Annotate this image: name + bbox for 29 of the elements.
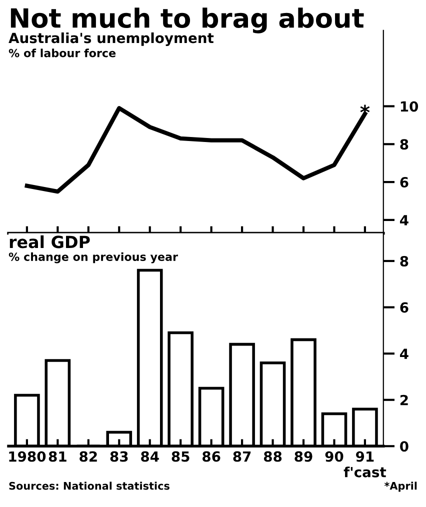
chart-title: real GDP bbox=[10, 235, 90, 248]
y-tick-label: 10 bbox=[400, 101, 418, 112]
x-tick-label: 87 bbox=[233, 451, 251, 462]
y-axis-title: % change on previous year bbox=[8, 252, 178, 264]
x-tick-label: 81 bbox=[48, 451, 66, 462]
x-tick-label: 85 bbox=[172, 451, 190, 462]
x-tick-label: 83 bbox=[110, 451, 128, 462]
y-tick-label: 8 bbox=[400, 256, 408, 266]
y-tick-label: 6 bbox=[400, 177, 408, 188]
x-tick-label: 84 bbox=[141, 451, 159, 462]
source-note: Sources: National statistics bbox=[9, 482, 170, 490]
x-tick-label: 91 f'cast bbox=[344, 451, 386, 478]
y-tick-label: 8 bbox=[400, 139, 408, 150]
y-tick-label: 0 bbox=[400, 441, 408, 452]
x-tick-label: 88 bbox=[264, 451, 282, 462]
x-tick-label: 1980 bbox=[9, 451, 46, 462]
y-tick-label: 2 bbox=[400, 394, 408, 406]
x-tick-label: 90 bbox=[325, 451, 344, 462]
y-axis-title: % of labour force bbox=[8, 48, 116, 58]
text: *April bbox=[384, 482, 417, 492]
x-tick-label: 89 bbox=[294, 451, 312, 462]
y-tick-label: 4 bbox=[400, 348, 408, 359]
chart-subtitle: Australia's unemployment bbox=[8, 32, 214, 46]
x-tick-label: 82 bbox=[80, 451, 97, 462]
y-tick-label: 4 bbox=[400, 215, 408, 226]
chart-title: Not much to brag about bbox=[10, 8, 364, 34]
line-series bbox=[24, 106, 368, 194]
x-tick-label: 86 bbox=[202, 451, 220, 462]
y-tick-label: 6 bbox=[400, 302, 408, 313]
